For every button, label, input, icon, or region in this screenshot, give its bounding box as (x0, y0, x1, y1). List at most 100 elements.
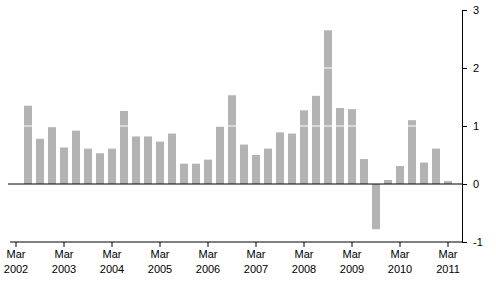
grid-line (10, 242, 462, 243)
x-tick: Mar 2011 (436, 242, 460, 275)
bar (408, 120, 416, 184)
y-tick-mark (462, 68, 467, 69)
bar (264, 149, 272, 184)
bar (432, 149, 440, 184)
bar (276, 132, 284, 184)
bar (96, 153, 104, 184)
grid-line (10, 126, 462, 127)
x-tick-label: Mar 2010 (388, 248, 412, 275)
x-tick-mark (160, 242, 161, 247)
x-tick: Mar2002 (4, 242, 28, 275)
bar (372, 184, 380, 229)
bar (324, 30, 332, 184)
y-tick: -1 (462, 236, 483, 248)
bar (216, 127, 224, 184)
x-tick-label: Mar2009 (340, 248, 364, 275)
x-tick: Mar2009 (340, 242, 364, 275)
x-tick-label-line: Mar (55, 248, 74, 260)
x-tick-label-line: 2007 (244, 263, 268, 275)
x-tick-mark (208, 242, 209, 247)
bar (180, 164, 188, 184)
bar (156, 142, 164, 184)
x-tick-mark (64, 242, 65, 247)
x-tick-label-line: Mar (103, 248, 122, 260)
x-tick: Mar 2008 (292, 242, 316, 275)
x-tick-label-line: Mar (295, 248, 314, 260)
grid (10, 10, 462, 242)
y-tick-mark (462, 242, 467, 243)
x-tick: Mar2005 (148, 242, 172, 275)
bar (204, 160, 212, 184)
x-tick-label: Mar 2006 (196, 248, 220, 275)
y-axis: -1 0 1 2 3 (462, 4, 483, 248)
x-tick-mark (448, 242, 449, 247)
x-tick-label-line: 2004 (100, 263, 124, 275)
bar (252, 155, 260, 184)
x-tick-label-line: Mar (199, 248, 218, 260)
y-tick: 0 (462, 178, 479, 190)
x-tick-label-line: 2002 (4, 263, 28, 275)
x-tick: Mar 2010 (388, 242, 412, 275)
bar (192, 164, 200, 184)
chart: -10123Mar2002Mar2003Mar2004Mar2005Mar200… (0, 0, 496, 284)
bar (240, 145, 248, 184)
y-tick-label: 1 (473, 120, 479, 132)
bar (84, 149, 92, 184)
x-tick-mark (16, 242, 17, 247)
x-tick-label-line: Mar (391, 248, 410, 260)
zero-line (8, 184, 462, 185)
bar (60, 147, 68, 184)
x-tick: Mar 2004 (100, 242, 124, 275)
bar (132, 136, 140, 184)
bar (300, 110, 308, 184)
y-axis-line (463, 11, 468, 243)
y-tick-label: 0 (473, 178, 479, 190)
x-axis: Mar2002Mar2003Mar2004Mar2005Mar2006Mar20… (4, 242, 462, 275)
x-tick-mark (112, 242, 113, 247)
y-tick: 2 (462, 62, 479, 74)
bar (120, 111, 128, 184)
x-tick-label: Mar 2011 (436, 248, 460, 275)
bar (24, 106, 32, 184)
y-tick: 3 (462, 4, 479, 16)
x-tick-label-line: Mar (247, 248, 266, 260)
x-tick-label-line: Mar (151, 248, 170, 260)
x-tick-mark (352, 242, 353, 247)
x-tick-label-line: 2011 (436, 263, 460, 275)
bar (144, 136, 152, 184)
grid-line (10, 10, 462, 11)
bar (288, 134, 296, 184)
bar (36, 139, 44, 184)
x-tick: Mar 2003 (52, 242, 76, 275)
bar (312, 96, 320, 184)
x-tick-label-line: Mar (343, 248, 362, 260)
bar (396, 166, 404, 184)
x-tick-label: Mar 2008 (292, 248, 316, 275)
x-tick-label-line: 2010 (388, 263, 412, 275)
bar (420, 163, 428, 184)
x-tick-label: Mar2002 (4, 248, 28, 275)
x-tick-mark (256, 242, 257, 247)
y-tick-label: -1 (473, 236, 483, 248)
y-tick-mark (462, 10, 467, 11)
x-tick: Mar 2006 (196, 242, 220, 275)
bar (72, 131, 80, 184)
bar (348, 109, 356, 184)
x-tick-label: Mar 2007 (244, 248, 268, 275)
x-tick-label: Mar2005 (148, 248, 172, 275)
x-tick-mark (400, 242, 401, 247)
x-tick-label-line: 2008 (292, 263, 316, 275)
y-tick-mark (462, 126, 467, 127)
x-tick-label-line: 2003 (52, 263, 76, 275)
x-tick-label-line: Mar (439, 248, 458, 260)
y-tick: 1 (462, 120, 479, 132)
bar (336, 108, 344, 184)
bar (384, 180, 392, 184)
bars (24, 30, 452, 229)
x-tick-mark (304, 242, 305, 247)
bar (228, 95, 236, 184)
x-tick-label-line: 2006 (196, 263, 220, 275)
bar (108, 149, 116, 184)
x-tick: Mar 2007 (244, 242, 268, 275)
bar (360, 159, 368, 184)
